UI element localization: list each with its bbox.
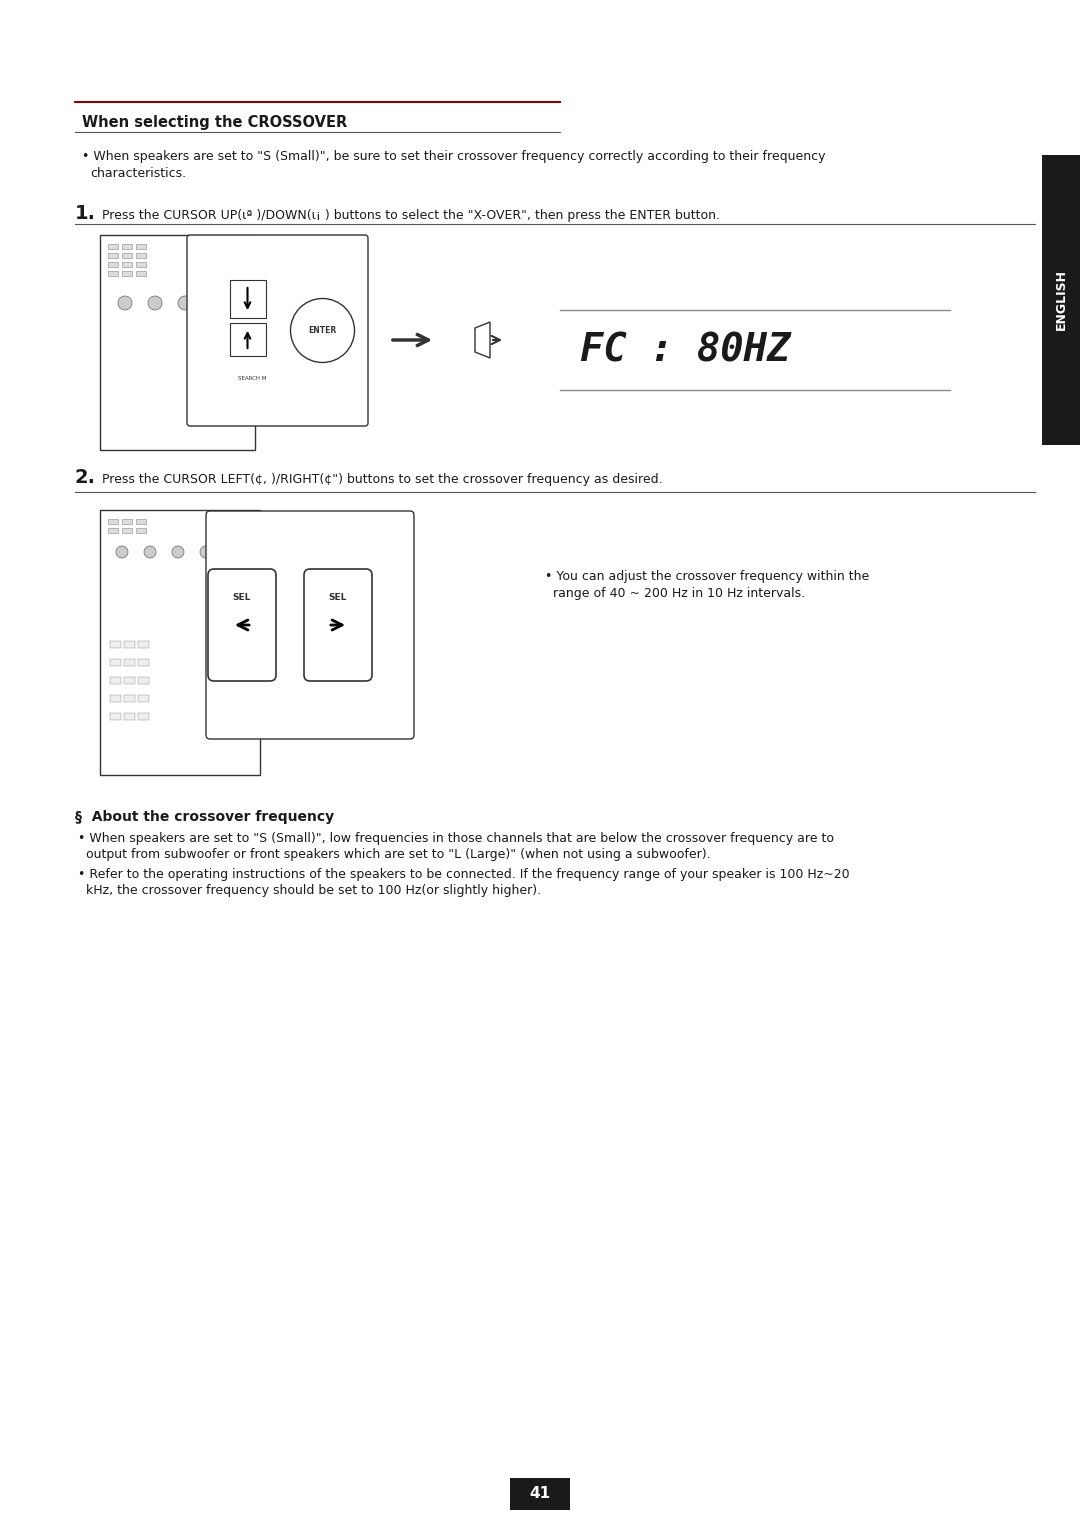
Text: characteristics.: characteristics. (90, 168, 186, 180)
Circle shape (118, 296, 132, 310)
Text: 41: 41 (529, 1487, 551, 1502)
Text: 2.: 2. (75, 468, 96, 486)
FancyBboxPatch shape (100, 509, 260, 775)
Circle shape (208, 296, 222, 310)
Text: • When speakers are set to "S (Small)", be sure to set their crossover frequency: • When speakers are set to "S (Small)", … (82, 149, 825, 163)
Text: SEL: SEL (328, 593, 347, 601)
FancyBboxPatch shape (110, 714, 121, 720)
Text: ENTER: ENTER (309, 326, 337, 336)
FancyBboxPatch shape (108, 253, 118, 258)
FancyBboxPatch shape (124, 677, 135, 685)
FancyBboxPatch shape (124, 640, 135, 648)
Text: • You can adjust the crossover frequency within the: • You can adjust the crossover frequency… (545, 570, 869, 583)
FancyBboxPatch shape (108, 271, 118, 276)
FancyBboxPatch shape (187, 235, 368, 425)
Circle shape (148, 296, 162, 310)
FancyBboxPatch shape (138, 640, 149, 648)
Text: When selecting the CROSSOVER: When selecting the CROSSOVER (82, 114, 348, 130)
Polygon shape (475, 322, 490, 358)
FancyBboxPatch shape (136, 244, 146, 249)
FancyBboxPatch shape (108, 244, 118, 249)
FancyBboxPatch shape (110, 677, 121, 685)
Circle shape (291, 299, 354, 363)
Circle shape (144, 546, 156, 558)
FancyBboxPatch shape (122, 271, 132, 276)
Text: Press the CURSOR UP(ιª )/DOWN(ι¡ ) buttons to select the "X-OVER", then press th: Press the CURSOR UP(ιª )/DOWN(ι¡ ) butto… (98, 209, 720, 223)
Text: kHz, the crossover frequency should be set to 100 Hz(or slightly higher).: kHz, the crossover frequency should be s… (78, 884, 541, 897)
FancyBboxPatch shape (122, 518, 132, 525)
FancyBboxPatch shape (136, 253, 146, 258)
Text: §  About the crossover frequency: § About the crossover frequency (75, 810, 334, 824)
FancyBboxPatch shape (136, 262, 146, 267)
FancyBboxPatch shape (110, 640, 121, 648)
Text: • When speakers are set to "S (Small)", low frequencies in those channels that a: • When speakers are set to "S (Small)", … (78, 833, 834, 845)
FancyBboxPatch shape (206, 511, 414, 740)
FancyBboxPatch shape (110, 695, 121, 702)
FancyBboxPatch shape (122, 528, 132, 534)
Polygon shape (229, 281, 266, 319)
FancyBboxPatch shape (510, 1478, 570, 1510)
FancyBboxPatch shape (122, 244, 132, 249)
FancyBboxPatch shape (138, 714, 149, 720)
Text: SEARCH M: SEARCH M (239, 377, 267, 381)
FancyBboxPatch shape (138, 695, 149, 702)
FancyBboxPatch shape (100, 235, 255, 450)
FancyBboxPatch shape (138, 659, 149, 666)
FancyBboxPatch shape (136, 518, 146, 525)
FancyBboxPatch shape (124, 714, 135, 720)
Text: output from subwoofer or front speakers which are set to "L (Large)" (when not u: output from subwoofer or front speakers … (78, 848, 711, 862)
Text: FC : 80HZ: FC : 80HZ (580, 331, 791, 369)
Text: ENGLISH: ENGLISH (1054, 270, 1067, 331)
FancyBboxPatch shape (122, 262, 132, 267)
Text: range of 40 ~ 200 Hz in 10 Hz intervals.: range of 40 ~ 200 Hz in 10 Hz intervals. (545, 587, 805, 599)
FancyBboxPatch shape (136, 271, 146, 276)
FancyBboxPatch shape (110, 659, 121, 666)
FancyBboxPatch shape (108, 528, 118, 534)
FancyBboxPatch shape (124, 695, 135, 702)
Text: • Refer to the operating instructions of the speakers to be connected. If the fr: • Refer to the operating instructions of… (78, 868, 850, 881)
FancyBboxPatch shape (122, 253, 132, 258)
Circle shape (200, 546, 212, 558)
Circle shape (178, 296, 192, 310)
FancyBboxPatch shape (208, 569, 276, 682)
FancyBboxPatch shape (1042, 156, 1080, 445)
Polygon shape (229, 323, 266, 355)
FancyBboxPatch shape (108, 262, 118, 267)
Text: 1.: 1. (75, 204, 96, 223)
FancyBboxPatch shape (303, 569, 372, 682)
Circle shape (172, 546, 184, 558)
FancyBboxPatch shape (138, 677, 149, 685)
FancyBboxPatch shape (124, 659, 135, 666)
Text: Press the CURSOR LEFT(¢, )/RIGHT(¢") buttons to set the crossover frequency as d: Press the CURSOR LEFT(¢, )/RIGHT(¢") but… (98, 473, 663, 486)
Circle shape (116, 546, 129, 558)
FancyBboxPatch shape (136, 528, 146, 534)
FancyBboxPatch shape (108, 518, 118, 525)
Text: SEL: SEL (233, 593, 252, 601)
